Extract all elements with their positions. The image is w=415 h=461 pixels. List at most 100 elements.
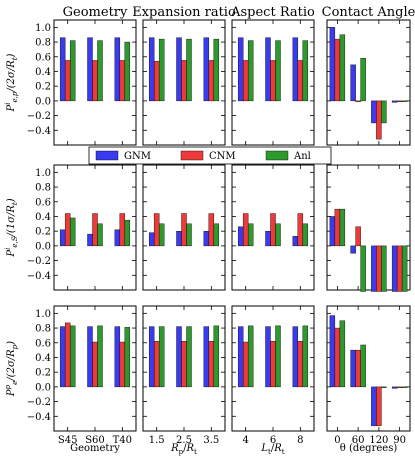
bar-gnm bbox=[350, 349, 356, 388]
bar-anl bbox=[124, 327, 131, 388]
y-tick-label: 0.4 bbox=[35, 67, 51, 78]
bar-gnm bbox=[203, 230, 210, 247]
x-axis-label: θ (degrees) bbox=[340, 443, 398, 454]
legend-swatch-cnm bbox=[180, 150, 204, 161]
bar-cnm bbox=[242, 213, 249, 247]
y-tick-label: 0.6 bbox=[35, 52, 51, 63]
bar-gnm bbox=[371, 100, 377, 124]
y-tick-label: 0.0 bbox=[35, 382, 51, 393]
y-tick-label: 0.2 bbox=[35, 368, 51, 379]
bar-cnm bbox=[92, 213, 98, 247]
bar-anl bbox=[339, 34, 346, 102]
bar-cnm bbox=[242, 341, 249, 388]
legend-label-anl: Anl bbox=[293, 151, 311, 162]
y-tick-label: 0.6 bbox=[35, 197, 51, 208]
column-title: Contact Angle bbox=[322, 5, 415, 20]
x-tick-label: 4 bbox=[242, 435, 248, 446]
bar-gnm bbox=[329, 315, 336, 388]
x-tick-label: 6 bbox=[270, 435, 276, 446]
panel-r1-c1 bbox=[142, 164, 226, 291]
y-axis-label: Pie,S/(1σ/Rt) bbox=[4, 198, 19, 257]
bar-anl bbox=[339, 208, 346, 247]
bar-cnm bbox=[208, 60, 215, 102]
legend-label-gnm: GNM bbox=[124, 151, 151, 162]
bar-cnm bbox=[92, 60, 98, 102]
y-tick-label: −0.2 bbox=[27, 397, 51, 408]
bar-gnm bbox=[87, 37, 93, 102]
bar-gnm bbox=[148, 232, 155, 247]
bar-cnm bbox=[270, 341, 276, 388]
bar-anl bbox=[302, 40, 309, 102]
bar-anl bbox=[360, 58, 366, 102]
bar-gnm bbox=[371, 386, 377, 427]
y-tick-label: 0.8 bbox=[35, 324, 51, 335]
bar-anl bbox=[213, 325, 220, 388]
bar-anl bbox=[247, 40, 254, 102]
y-axis-label: Ppe/(2σ/Rp) bbox=[4, 341, 19, 397]
bar-anl bbox=[124, 41, 131, 102]
bar-anl bbox=[158, 223, 165, 247]
bar-gnm bbox=[176, 37, 182, 102]
bar-gnm bbox=[329, 216, 336, 247]
bar-anl bbox=[381, 245, 387, 292]
bar-gnm bbox=[292, 236, 299, 247]
bar-cnm bbox=[396, 100, 403, 102]
y-tick-label: 0.4 bbox=[35, 353, 51, 364]
bar-cnm bbox=[64, 213, 71, 247]
bar-anl bbox=[213, 223, 220, 247]
x-axis-label: Rp/Rt bbox=[170, 443, 197, 456]
panel-r2-c3: 0 60 120 90θ (degrees) bbox=[326, 305, 411, 454]
bar-gnm bbox=[203, 37, 210, 102]
bar-anl bbox=[69, 40, 76, 102]
bar-gnm bbox=[148, 326, 155, 388]
bar-cnm bbox=[376, 386, 382, 427]
y-tick-label: 0.0 bbox=[35, 241, 51, 252]
x-tick-label: 60 bbox=[352, 435, 365, 446]
bar-cnm bbox=[396, 386, 403, 388]
bar-anl bbox=[158, 38, 165, 102]
bar-anl bbox=[213, 38, 220, 102]
bar-gnm bbox=[237, 37, 244, 102]
panel-frame bbox=[326, 305, 411, 432]
bar-gnm bbox=[176, 230, 182, 247]
x-axis-label: Lt/Rt bbox=[260, 443, 284, 456]
y-tick-label: 0.8 bbox=[35, 38, 51, 49]
bar-anl bbox=[69, 325, 76, 388]
bar-cnm bbox=[355, 226, 361, 247]
y-tick-label: 0.0 bbox=[35, 96, 51, 107]
bar-gnm bbox=[237, 326, 244, 388]
bar-gnm bbox=[114, 37, 121, 102]
bar-gnm bbox=[176, 326, 182, 388]
bar-cnm bbox=[208, 341, 215, 388]
bar-cnm bbox=[181, 341, 187, 388]
x-tick-label: 3.5 bbox=[203, 435, 219, 446]
bar-cnm bbox=[181, 60, 187, 102]
bar-cnm bbox=[208, 213, 215, 247]
bar-anl bbox=[158, 326, 165, 388]
bar-anl bbox=[302, 325, 309, 388]
panel-frame bbox=[326, 19, 411, 146]
bar-gnm bbox=[292, 37, 299, 102]
bar-cnm bbox=[64, 322, 71, 388]
bar-cnm bbox=[270, 60, 276, 102]
panel-r0-c2 bbox=[231, 19, 315, 146]
bar-gnm bbox=[391, 245, 398, 292]
bar-cnm bbox=[297, 341, 304, 388]
legend-swatch-gnm bbox=[95, 150, 119, 161]
panel-frame bbox=[326, 164, 411, 291]
bar-anl bbox=[360, 344, 366, 388]
y-tick-label: 1.0 bbox=[35, 309, 51, 320]
x-tick-label: 120 bbox=[369, 435, 388, 446]
bar-gnm bbox=[265, 37, 271, 102]
y-tick-label: 0.8 bbox=[35, 183, 51, 194]
y-tick-label: −0.4 bbox=[27, 271, 51, 282]
panel-r1-c0: 1.0 0.8 0.6 0.4 0.2 0.0 −0.2 −0.4 bbox=[27, 164, 137, 291]
x-tick-label: T40 bbox=[113, 435, 132, 446]
x-tick-label: 2.5 bbox=[176, 435, 192, 446]
panel-r2-c2: 4 6 8 Lt/Rt bbox=[231, 305, 315, 456]
bar-anl bbox=[381, 100, 387, 124]
bar-anl bbox=[69, 217, 76, 247]
bar-cnm bbox=[376, 100, 382, 140]
bar-anl bbox=[186, 223, 192, 247]
